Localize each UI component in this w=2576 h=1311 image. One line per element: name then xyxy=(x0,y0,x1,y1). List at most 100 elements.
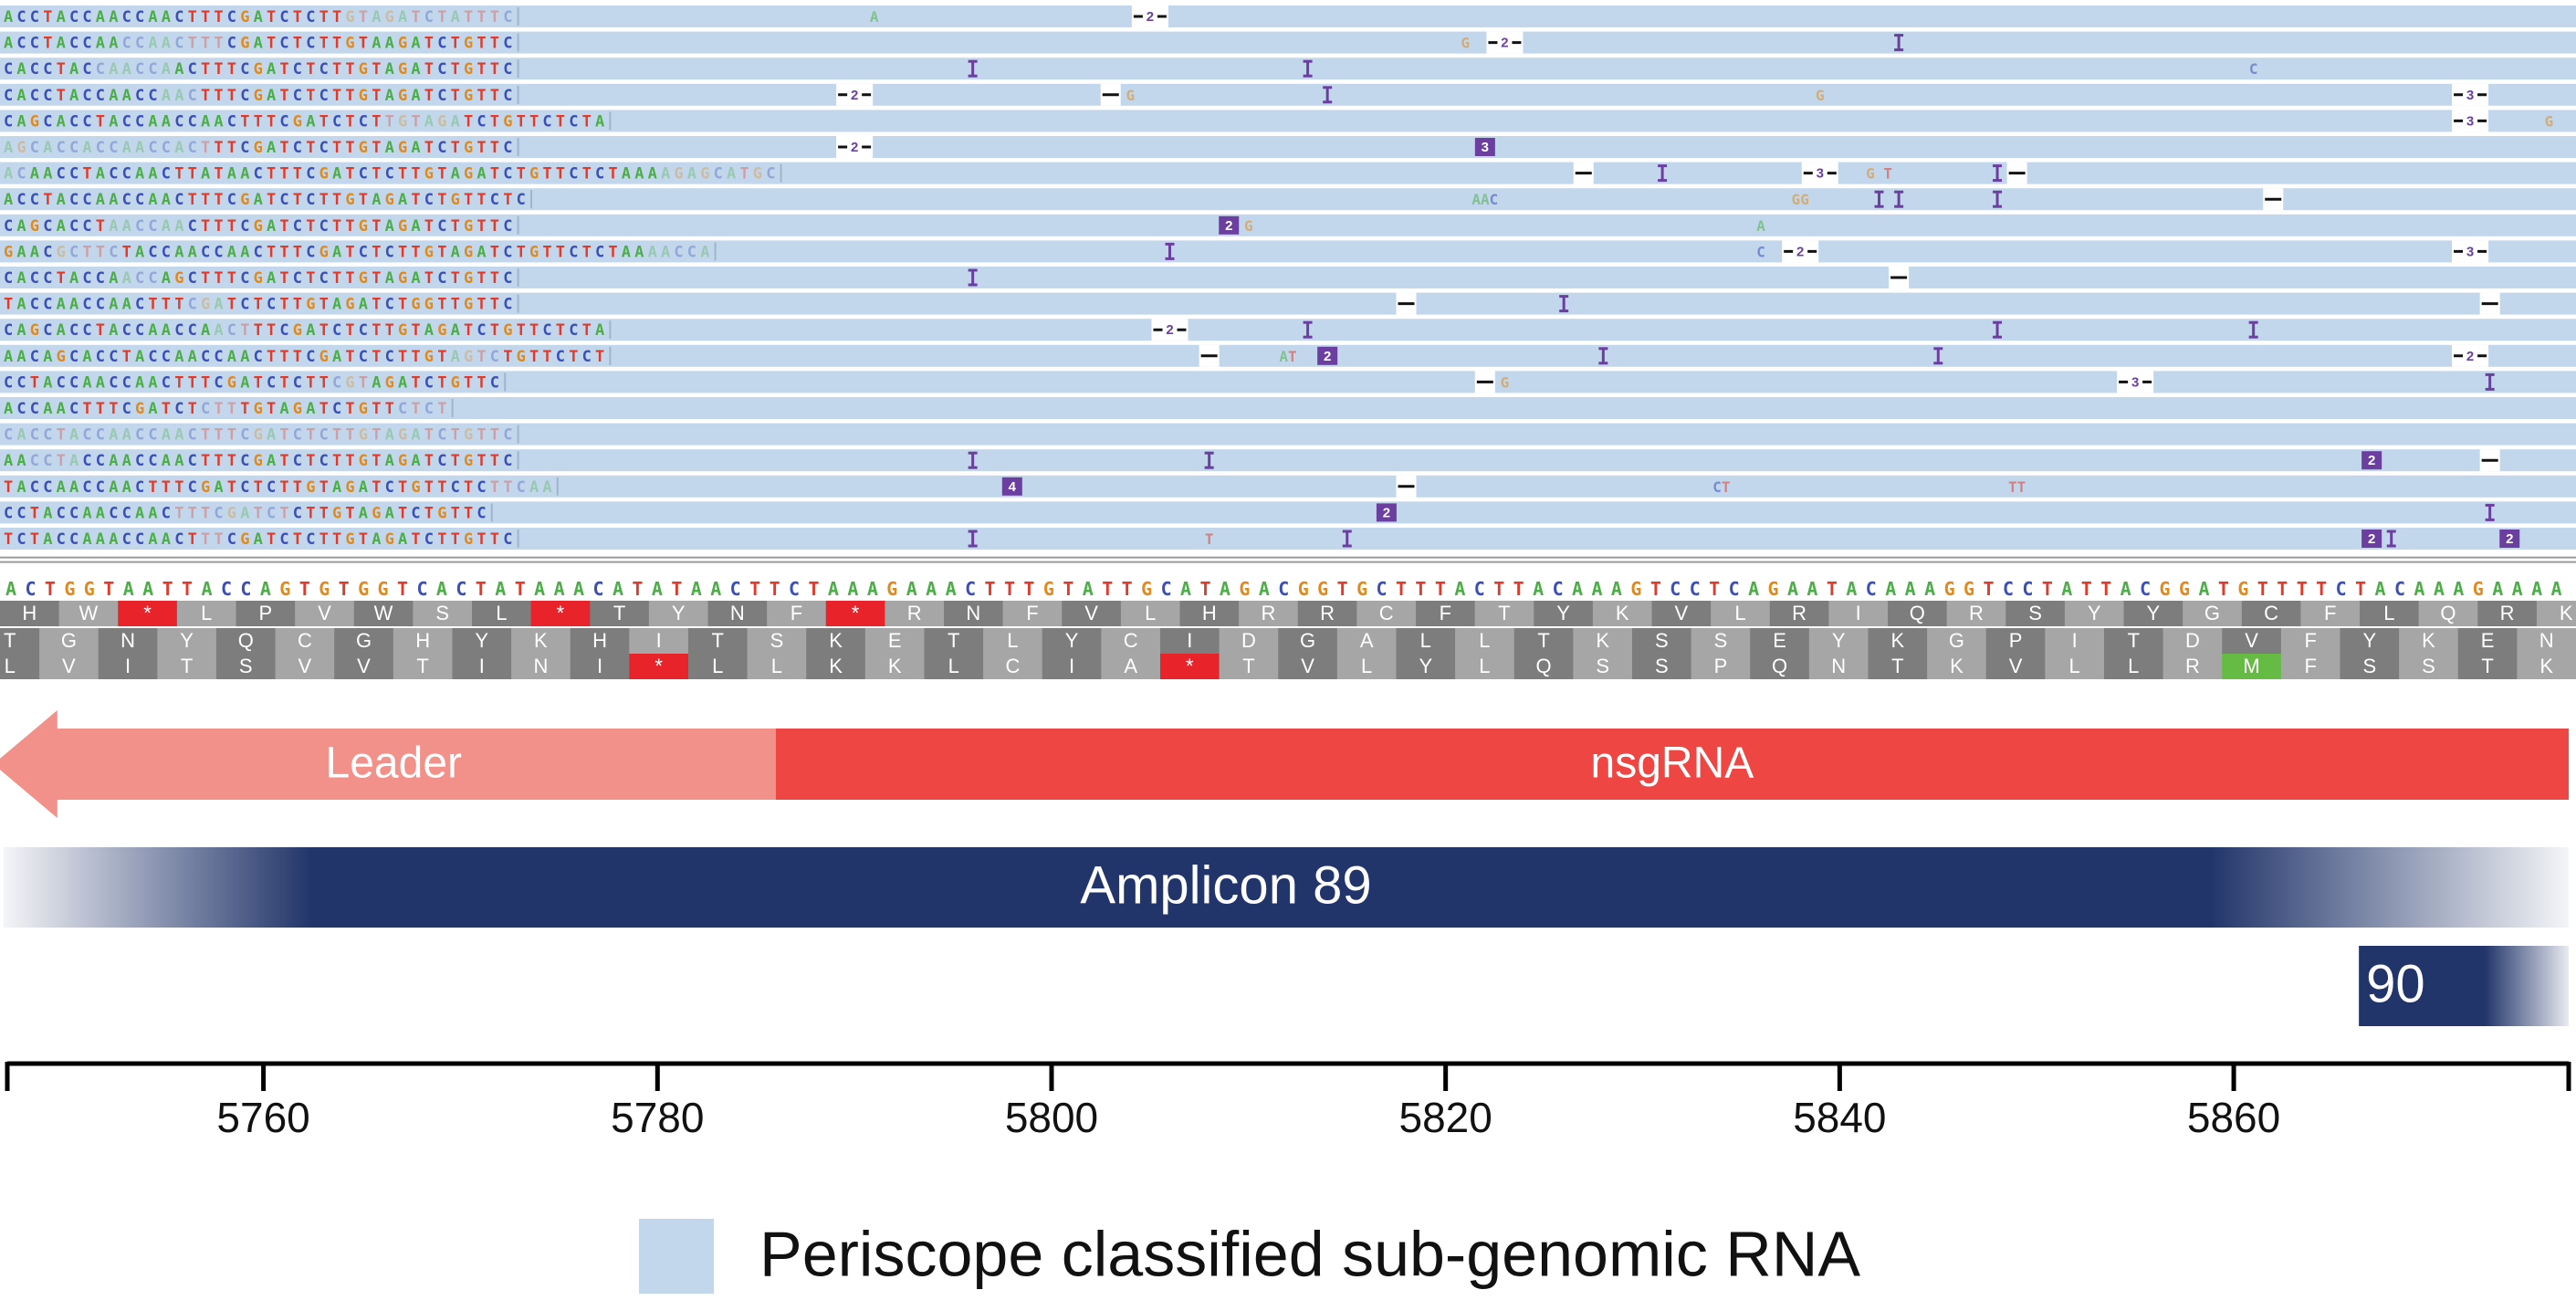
amino-acid: G xyxy=(356,629,372,652)
deletion-length: 3 xyxy=(2131,374,2139,390)
deletion-marker xyxy=(1396,292,1417,315)
amino-acid: Q xyxy=(1910,602,1925,624)
codon-cell xyxy=(1120,601,1181,626)
amino-acid: P xyxy=(2009,629,2023,652)
codon-cell xyxy=(1534,601,1594,626)
codon-cell xyxy=(1868,654,1928,679)
amino-acid: V xyxy=(1674,602,1688,624)
insertion-length: 2 xyxy=(1225,218,1232,234)
codon-cell xyxy=(1808,628,1869,654)
codon-cell xyxy=(1888,601,1948,626)
amino-acid: I xyxy=(2072,629,2078,652)
codon-cell xyxy=(1002,601,1063,626)
mismatch-base: AAC xyxy=(1471,191,1498,208)
codon-cell xyxy=(2477,601,2538,626)
codon-cell xyxy=(413,601,473,626)
deletion-marker: 3 xyxy=(1801,162,1838,184)
amino-acid: S xyxy=(435,602,449,624)
amino-acid: W xyxy=(79,602,99,624)
amino-acid: I xyxy=(597,655,602,677)
codon-cell xyxy=(1239,601,1299,626)
deletion-marker xyxy=(1100,83,1121,106)
codon-cell xyxy=(2103,628,2164,654)
amino-acid: N xyxy=(120,629,135,652)
codon-cell xyxy=(0,654,40,679)
deletion-length: 3 xyxy=(2466,113,2474,129)
amino-acid: T xyxy=(1498,602,1510,624)
read-bar xyxy=(0,58,2576,80)
codon-cell xyxy=(2162,628,2223,654)
codon-cell xyxy=(334,654,394,679)
insertion-marker xyxy=(1303,320,1313,339)
deletion-marker xyxy=(2263,188,2284,211)
codon-cell xyxy=(1474,601,1534,626)
codon-cell xyxy=(1101,628,1161,654)
amino-acid: S xyxy=(239,655,253,677)
codon-cell xyxy=(1101,654,1161,679)
amino-acid: L xyxy=(1479,655,1490,677)
codon-cell xyxy=(629,628,689,654)
amino-acid: I xyxy=(125,655,131,677)
amino-acid: K xyxy=(829,655,843,677)
amino-acid: F xyxy=(1026,602,1038,624)
amino-acid: K xyxy=(1950,655,1963,677)
nsgrna-bar xyxy=(775,729,2569,800)
insertion-marker xyxy=(1993,320,2003,339)
read-bar xyxy=(0,240,2576,263)
codon-cell xyxy=(806,628,866,654)
amino-acid: N xyxy=(1831,655,1846,677)
amino-acid: T xyxy=(712,629,724,652)
amino-acid: T xyxy=(416,655,428,677)
codon-cell xyxy=(2241,601,2301,626)
amino-acid: V xyxy=(2009,655,2023,677)
amino-acid: C xyxy=(2264,602,2278,624)
insertion-length: 2 xyxy=(1324,349,1331,364)
codon-cell xyxy=(118,601,178,626)
insertion-marker xyxy=(1933,347,1943,365)
amino-acid: L xyxy=(1007,629,1018,652)
codon-cell xyxy=(2280,628,2340,654)
amino-acid: K xyxy=(2539,655,2553,677)
insertion-marker xyxy=(968,59,978,78)
amino-acid: I xyxy=(1187,629,1192,652)
nsgrna-label: nsgRNA xyxy=(1591,739,1754,788)
deletion-marker: 3 xyxy=(2452,110,2489,132)
codon-cell xyxy=(1336,628,1397,654)
codon-cell xyxy=(2300,601,2361,626)
codon-cell xyxy=(452,628,512,654)
amino-acid: T xyxy=(181,655,193,677)
deletion-marker xyxy=(1889,267,1910,288)
codon-cell xyxy=(1455,654,1515,679)
axis-tick-label: 5840 xyxy=(1793,1094,1886,1141)
amino-acid: K xyxy=(534,629,548,652)
codon-cell xyxy=(2183,601,2243,626)
amino-acid: F xyxy=(2324,602,2336,624)
read-bar xyxy=(0,5,2576,27)
amino-acid: L xyxy=(5,655,16,677)
amino-acid: H xyxy=(592,629,607,652)
codon-cell xyxy=(1927,654,1987,679)
insertion-marker xyxy=(968,268,978,287)
deletion-marker: 3 xyxy=(2452,83,2489,106)
codon-cell xyxy=(157,654,217,679)
read-bar xyxy=(0,83,2576,106)
codon-cell xyxy=(747,628,807,654)
codon-cell xyxy=(707,601,768,626)
codon-cell xyxy=(1159,654,1220,679)
amino-acid: K xyxy=(1890,629,1904,652)
insertion-marker: 2 xyxy=(2499,530,2520,548)
codon-cell xyxy=(39,654,99,679)
insertion-marker xyxy=(1303,59,1313,78)
codon-cell xyxy=(236,601,296,626)
amino-acid: V xyxy=(1084,602,1098,624)
codon-cell xyxy=(353,601,414,626)
